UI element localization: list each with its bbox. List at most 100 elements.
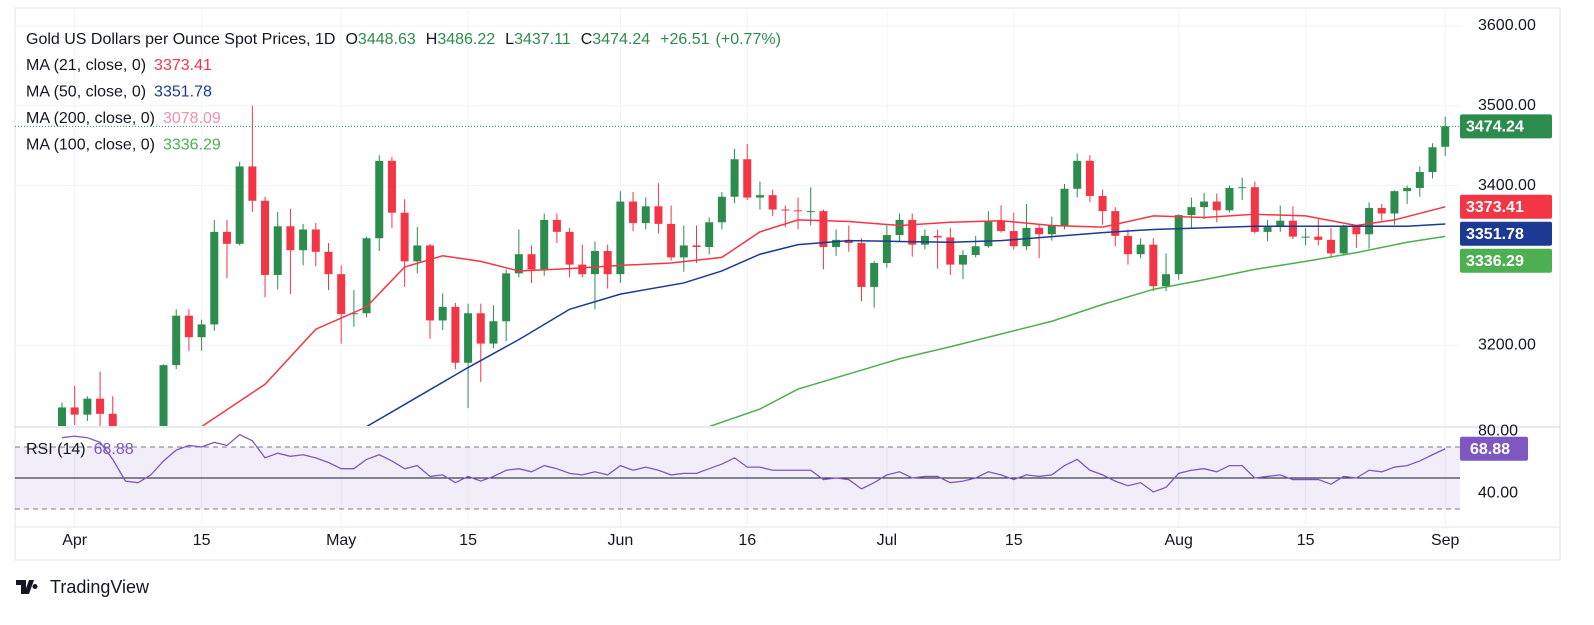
ma-line — [366, 223, 1446, 426]
candle-body — [210, 231, 219, 325]
candle-body — [870, 262, 879, 287]
candle-body — [1060, 188, 1069, 226]
candle-body — [1238, 187, 1247, 189]
x-tick-label: May — [326, 532, 356, 549]
ma-line — [201, 206, 1446, 426]
ma-line — [708, 235, 1446, 426]
candle-body — [908, 219, 917, 245]
candle-body — [438, 306, 447, 321]
candle-body — [781, 209, 790, 211]
x-tick-label: 15 — [459, 532, 477, 549]
candle-body — [362, 238, 371, 314]
candle-body — [629, 201, 638, 224]
price-pane — [58, 105, 1450, 520]
candle-body — [489, 321, 498, 344]
candle-body — [1149, 244, 1158, 287]
candle-body — [1365, 207, 1374, 235]
high-value: 3486.22 — [437, 31, 495, 48]
candle-body — [933, 235, 942, 238]
candle-body — [705, 222, 714, 248]
candle-body — [1136, 244, 1145, 255]
brand-name: TradingView — [50, 577, 150, 597]
candle-body — [1098, 195, 1107, 212]
candle-body — [1123, 235, 1132, 255]
candle-body — [349, 313, 358, 315]
candle-body — [1022, 227, 1031, 247]
candle-body — [426, 245, 435, 321]
rsi-badge-label: 68.88 — [1470, 441, 1510, 458]
candle-body — [692, 245, 701, 248]
x-tick-label: Apr — [62, 532, 88, 549]
x-tick-label: Jun — [607, 532, 633, 549]
candle-body — [96, 398, 105, 414]
frame — [14, 7, 1561, 561]
rsi-legend: RSI (14) 68.88 — [26, 441, 134, 458]
candle-body — [920, 235, 929, 245]
x-tick-label: 15 — [193, 532, 211, 549]
candle-body — [819, 211, 828, 248]
candle-body — [578, 264, 587, 275]
rsi-tick-label: 40.00 — [1478, 485, 1518, 502]
candle-body — [261, 200, 270, 275]
candle-body — [1250, 187, 1259, 232]
candle-body — [654, 206, 663, 224]
candle-body — [1327, 239, 1335, 254]
x-tick-label: Jul — [877, 532, 897, 549]
candle-body — [895, 219, 904, 236]
price-badge-label: 3351.78 — [1466, 226, 1524, 243]
overlay: 3200.00 3400.00 3500.00 3600.00 Apr 15 May 15 Ju… — [15, 17, 1552, 549]
candle-body — [1441, 126, 1450, 147]
candle-body — [159, 365, 168, 426]
candle-body — [1073, 160, 1082, 189]
candle-body — [679, 245, 688, 258]
y-tick-label: 3200.00 — [1478, 336, 1536, 353]
legend-entry: MA (200, close, 0) 3078.09 — [26, 110, 221, 127]
rsi-badge — [1460, 436, 1528, 461]
price-badge — [1460, 114, 1552, 139]
candle-body — [603, 251, 612, 275]
candle-body — [222, 231, 231, 244]
candle-body — [413, 245, 422, 262]
candle-body — [1301, 236, 1310, 238]
candle-body — [794, 210, 803, 212]
candle-body — [235, 166, 244, 244]
legend-name: MA (100, close, 0) — [26, 137, 155, 154]
candle-body — [1047, 225, 1056, 235]
candle-body — [1162, 274, 1171, 287]
ohlc-label: H — [426, 31, 438, 48]
candle-body — [1035, 227, 1044, 235]
candle-body — [83, 398, 92, 415]
candle-body — [844, 239, 853, 244]
candle-body — [743, 159, 752, 198]
x-tick-label: 15 — [1297, 532, 1315, 549]
candle-body — [1415, 172, 1424, 188]
candle-body — [1428, 147, 1437, 173]
candle-body — [311, 229, 320, 252]
candle-body — [375, 160, 384, 239]
candle-body — [667, 223, 676, 258]
candle-body — [299, 229, 308, 251]
candle-body — [1225, 187, 1234, 211]
rsi-line — [61, 433, 1446, 493]
candle-body — [476, 313, 485, 344]
candle-body — [527, 254, 536, 270]
candle-body — [134, 519, 142, 520]
logo-mark — [16, 580, 38, 594]
x-tick-label: Aug — [1164, 532, 1192, 549]
candle-body — [273, 226, 282, 275]
candle-body — [1009, 231, 1018, 247]
candle-body — [502, 273, 511, 322]
candle-body — [717, 196, 726, 223]
candle-body — [1212, 201, 1221, 211]
open-value: 3448.63 — [358, 31, 416, 48]
rsi-tick-label: 80.00 — [1478, 423, 1518, 440]
ohlc-label: O — [345, 31, 357, 48]
candle-body — [565, 231, 574, 265]
candle-body — [70, 407, 79, 415]
change: +26.51 — [660, 31, 709, 48]
candle-body — [984, 221, 993, 247]
legend-value: 3336.29 — [163, 137, 221, 154]
ohlc-label: L — [505, 31, 514, 48]
